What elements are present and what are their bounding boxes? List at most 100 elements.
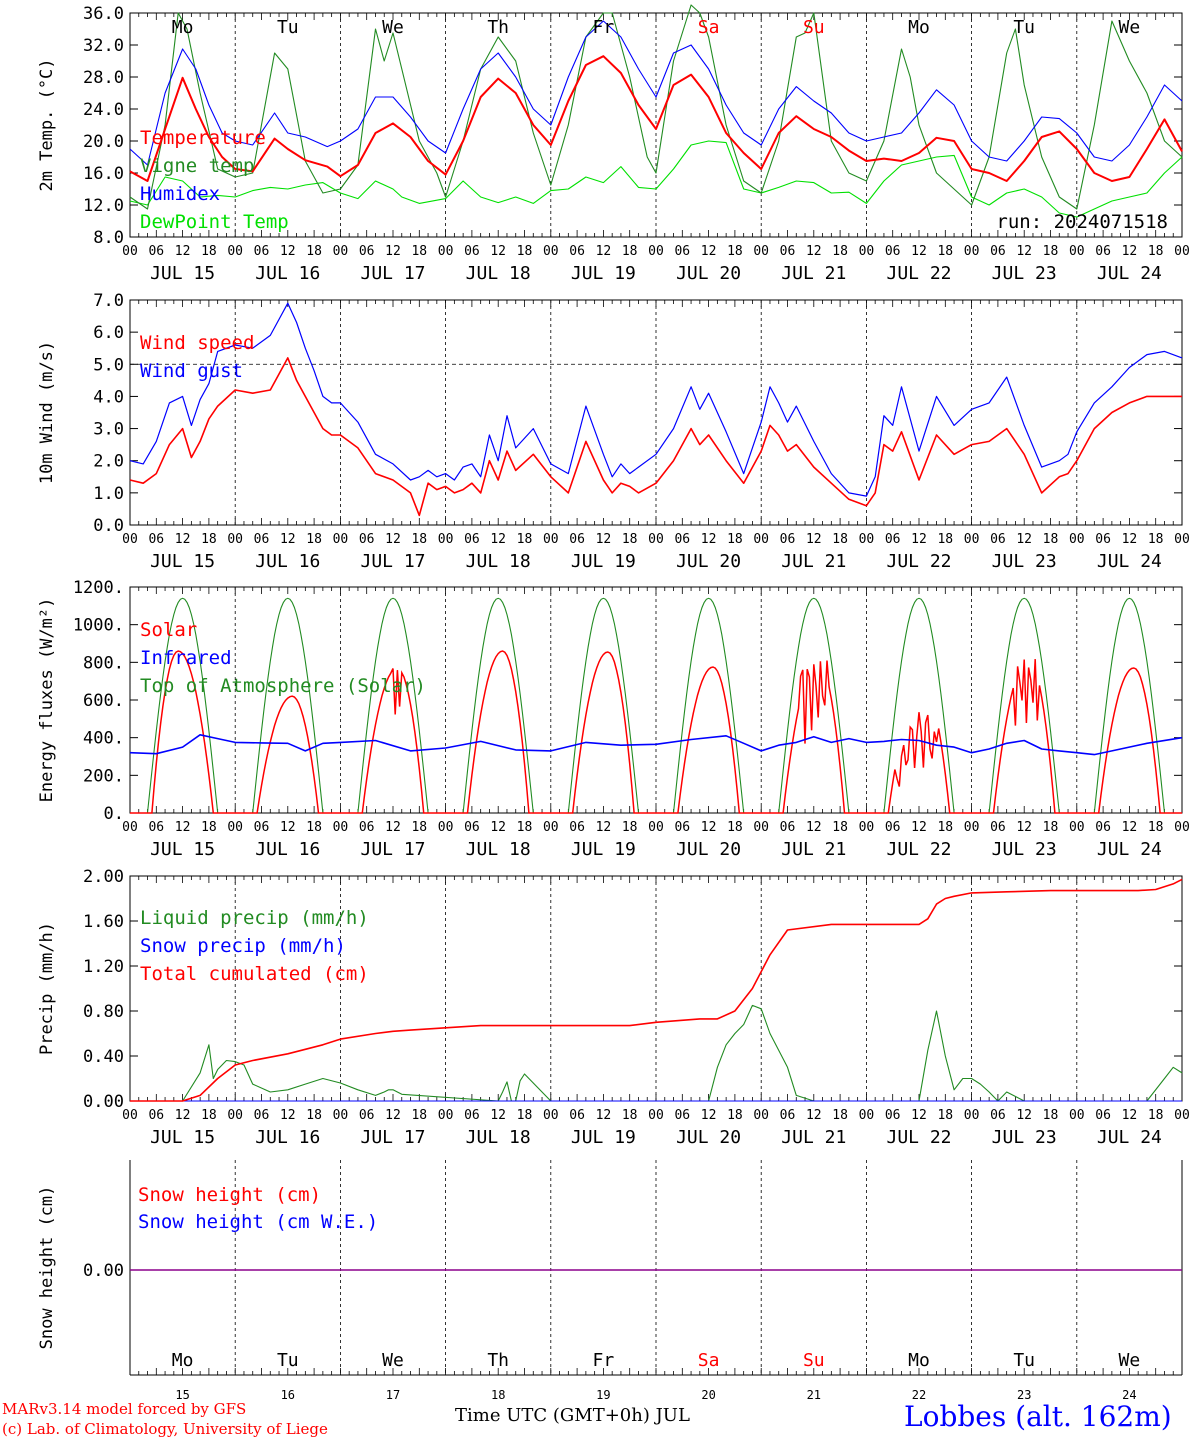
hour-tick-label: 00 (753, 820, 769, 835)
date-label: JUL 20 (676, 1127, 741, 1148)
legend-entry: Wind gust (140, 360, 243, 382)
y-tick-label: 36.0 (83, 4, 124, 24)
run-label: run: 2024071518 (996, 211, 1168, 233)
series-line (129, 357, 1182, 517)
hour-tick-label: 12 (385, 244, 401, 259)
hour-tick-label: 12 (490, 820, 506, 835)
hour-tick-label: 00 (1069, 532, 1085, 547)
hour-tick-label: 00 (227, 820, 243, 835)
hour-tick-label: 18 (832, 244, 848, 259)
hour-tick-label: 18 (517, 1108, 533, 1123)
hour-tick-label: 12 (490, 1108, 506, 1123)
y-tick-label: 2.00 (83, 867, 124, 887)
hour-tick-label: 18 (411, 244, 427, 259)
date-label: JUL 15 (150, 839, 215, 860)
y-tick-label: 5.0 (93, 355, 124, 375)
hour-tick-label: 18 (201, 532, 217, 547)
snow-panel: 0.00 Snow height (cm) Snow height (cm) Snow… (37, 1160, 1183, 1402)
day-number-label: 23 (1017, 1388, 1031, 1402)
day-number-label: 17 (386, 1388, 400, 1402)
hour-tick-label: 12 (385, 820, 401, 835)
hour-tick-label: 12 (806, 532, 822, 547)
hour-tick-label: 06 (780, 244, 796, 259)
legend-entry: Snow precip (mm/h) (140, 935, 346, 957)
hour-tick-label: 00 (333, 1108, 349, 1123)
hour-tick-label: 00 (543, 244, 559, 259)
hour-tick-label: 00 (964, 244, 980, 259)
hour-tick-label: 12 (911, 532, 927, 547)
hour-tick-label: 00 (438, 1108, 454, 1123)
y-tick-label: 1000. (73, 616, 124, 636)
hour-tick-label: 12 (596, 1108, 612, 1123)
hour-tick-label: 00 (1174, 532, 1190, 547)
date-label: JUL 17 (360, 839, 425, 860)
y-tick-label: 16.0 (83, 164, 124, 184)
date-label: JUL 23 (992, 263, 1057, 284)
y-tick-label: 12.0 (83, 196, 124, 216)
hour-tick-label: 18 (201, 244, 217, 259)
hour-tick-label: 12 (175, 244, 191, 259)
hour-tick-label: 12 (1122, 820, 1138, 835)
hour-tick-label: 06 (674, 820, 690, 835)
y-tick-label: 6.0 (93, 323, 124, 343)
date-label: JUL 16 (255, 551, 320, 572)
hour-tick-label: 12 (280, 1108, 296, 1123)
hour-tick-label: 18 (1148, 1108, 1164, 1123)
hour-tick-label: 12 (175, 532, 191, 547)
date-label: JUL 19 (571, 263, 636, 284)
hour-tick-label: 18 (517, 532, 533, 547)
hour-tick-label: 00 (964, 1108, 980, 1123)
hour-tick-label: 06 (990, 244, 1006, 259)
hour-tick-label: 00 (964, 532, 980, 547)
y-tick-label: 400. (83, 729, 124, 749)
lab-credit: (c) Lab. of Climatology, University of L… (2, 1420, 328, 1438)
day-number-label: 16 (281, 1388, 295, 1402)
hour-tick-label: 12 (1122, 244, 1138, 259)
hour-tick-label: 00 (543, 532, 559, 547)
hour-tick-label: 18 (411, 820, 427, 835)
hour-tick-label: 12 (280, 820, 296, 835)
weekday-label: We (1119, 17, 1141, 38)
hour-tick-label: 18 (832, 532, 848, 547)
hour-tick-label: 00 (438, 820, 454, 835)
date-label: JUL 17 (360, 263, 425, 284)
precip-panel: 0.00 0.40 0.80 1.20 1.60 2.00 Precip (mm/h) Liq… (37, 867, 1190, 1148)
hour-tick-label: 12 (175, 820, 191, 835)
hour-tick-label: 06 (359, 532, 375, 547)
hour-tick-label: 00 (227, 532, 243, 547)
y-tick-label: 0. (104, 804, 124, 824)
date-label: JUL 19 (571, 1127, 636, 1148)
hour-tick-label: 12 (701, 1108, 717, 1123)
day-number-label: 15 (175, 1388, 189, 1402)
hour-tick-label: 00 (1174, 820, 1190, 835)
x-axis-title: Time UTC (GMT+0h) JUL (455, 1405, 690, 1426)
hour-tick-label: 18 (622, 532, 638, 547)
hour-tick-label: 00 (1174, 244, 1190, 259)
weekday-label: We (1119, 1350, 1141, 1371)
hour-tick-label: 12 (596, 532, 612, 547)
hour-tick-label: 00 (543, 1108, 559, 1123)
hour-tick-label: 06 (780, 820, 796, 835)
hour-tick-label: 18 (306, 532, 322, 547)
day-number-label: 18 (491, 1388, 505, 1402)
day-number-label: 19 (596, 1388, 610, 1402)
y-tick-label: 3.0 (93, 420, 124, 440)
day-number-label: 20 (701, 1388, 715, 1402)
hour-tick-label: 00 (1069, 1108, 1085, 1123)
hour-tick-label: 00 (648, 1108, 664, 1123)
hour-tick-label: 06 (148, 1108, 164, 1123)
hour-tick-label: 00 (753, 1108, 769, 1123)
hour-tick-label: 06 (148, 820, 164, 835)
model-credit: MARv3.14 model forced by GFS (2, 1400, 247, 1418)
weekday-label: Su (803, 17, 825, 38)
date-label: JUL 18 (466, 1127, 531, 1148)
series-line (130, 650, 1182, 814)
hour-tick-label: 18 (517, 820, 533, 835)
date-label: JUL 24 (1097, 551, 1162, 572)
date-label: JUL 15 (150, 551, 215, 572)
hour-tick-label: 12 (596, 244, 612, 259)
hour-tick-label: 00 (753, 244, 769, 259)
hour-tick-label: 18 (1148, 244, 1164, 259)
hour-tick-label: 12 (1122, 532, 1138, 547)
hour-tick-label: 18 (937, 820, 953, 835)
